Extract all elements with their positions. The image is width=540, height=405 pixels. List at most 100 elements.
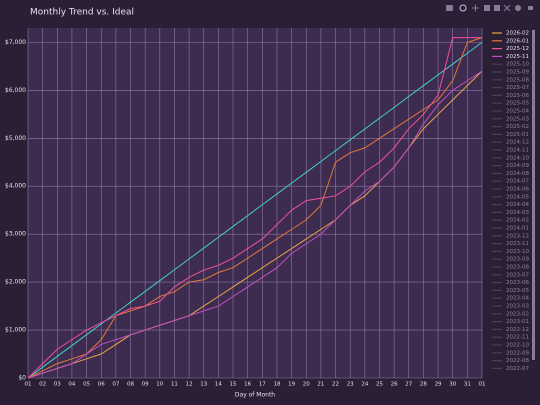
legend-label[interactable]: 2022-10 [506, 343, 529, 349]
legend-label[interactable]: 2026-02 [506, 31, 529, 37]
x-tick-label: 13 [200, 382, 207, 388]
legend-label[interactable]: 2022-12 [506, 327, 529, 333]
camera-icon[interactable] [446, 5, 453, 11]
legend-label[interactable]: 2025-09 [506, 70, 529, 76]
legend-label[interactable]: 2024-03 [506, 210, 529, 216]
zoom-out-icon[interactable] [494, 5, 500, 11]
legend-label[interactable]: 2023-04 [506, 296, 529, 302]
toolbar[interactable] [446, 4, 533, 12]
legend-label[interactable]: 2023-10 [506, 249, 529, 255]
logo-icon[interactable] [528, 6, 533, 10]
legend-label[interactable]: 2025-07 [506, 85, 529, 91]
legend-label[interactable]: 2024-11 [506, 148, 529, 154]
y-tick-label: $4,000 [5, 183, 26, 190]
x-tick-label: 05 [83, 382, 90, 388]
reset-icon[interactable] [515, 5, 521, 11]
x-tick-label: 06 [98, 382, 105, 388]
legend-label[interactable]: 2023-01 [506, 319, 529, 325]
x-tick-label: 30 [449, 382, 456, 388]
legend-label[interactable]: 2025-01 [506, 132, 529, 138]
legend-label[interactable]: 2024-01 [506, 226, 529, 232]
x-axis-title: Day of Month [235, 392, 275, 399]
legend-label[interactable]: 2026-01 [506, 38, 529, 44]
legend-label[interactable]: 2024-07 [506, 179, 529, 185]
x-tick-label: 12 [186, 382, 193, 388]
plot-area [28, 28, 482, 378]
legend-label[interactable]: 2023-06 [506, 280, 529, 286]
x-tick-label: 10 [156, 382, 163, 388]
x-tick-label: 11 [171, 382, 178, 388]
legend-label[interactable]: 2023-07 [506, 272, 529, 278]
legend-label[interactable]: 2025-04 [506, 109, 529, 115]
x-tick-label: 16 [244, 382, 251, 388]
x-tick-label: 04 [68, 382, 75, 388]
zoom-in-icon[interactable] [484, 5, 490, 11]
x-tick-label: 23 [347, 382, 354, 388]
legend-label[interactable]: 2024-04 [506, 202, 529, 208]
series-line [27, 70, 483, 379]
legend-label[interactable]: 2024-06 [506, 187, 529, 193]
legend-label[interactable]: 2025-12 [506, 46, 529, 52]
x-tick-label: 19 [288, 382, 295, 388]
legend-label[interactable]: 2025-02 [506, 124, 529, 130]
y-tick-label: $2,000 [5, 279, 26, 286]
legend-label[interactable]: 2022-09 [506, 350, 529, 356]
y-tick-label: $1,000 [5, 327, 26, 334]
legend-label[interactable]: 2023-12 [506, 233, 529, 239]
x-tick-label: 03 [54, 382, 61, 388]
legend-label[interactable]: 2023-11 [506, 241, 529, 247]
x-tick-label: 15 [230, 382, 237, 388]
y-tick-label: $7,000 [5, 39, 26, 46]
legend-label[interactable]: 2025-03 [506, 116, 529, 122]
y-tick-label: $0 [18, 375, 26, 382]
legend-label[interactable]: 2023-09 [506, 257, 529, 263]
x-tick-label: 29 [435, 382, 442, 388]
legend-label[interactable]: 2022-11 [506, 335, 529, 341]
x-tick-label: 28 [420, 382, 427, 388]
legend-label[interactable]: 2024-02 [506, 218, 529, 224]
pan-icon[interactable] [472, 4, 479, 12]
legend-label[interactable]: 2024-09 [506, 163, 529, 169]
x-tick-label: 08 [127, 382, 134, 388]
legend-label[interactable]: 2024-08 [506, 171, 529, 177]
x-tick-label: 25 [376, 382, 383, 388]
x-tick-label: 07 [112, 382, 119, 388]
x-tick-label: 22 [332, 382, 339, 388]
legend-label[interactable]: 2024-05 [506, 194, 529, 200]
legend-label[interactable]: 2023-02 [506, 311, 529, 317]
legend-label[interactable]: 2023-08 [506, 265, 529, 271]
x-tick-label: 31 [464, 382, 471, 388]
legend-label[interactable]: 2025-08 [506, 77, 529, 83]
x-tick-label: 18 [273, 382, 280, 388]
legend-label[interactable]: 2024-10 [506, 155, 529, 161]
legend-scrollbar[interactable] [532, 30, 535, 360]
x-tick-label: 01 [479, 382, 486, 388]
x-tick-label: 17 [259, 382, 266, 388]
series-line [27, 37, 483, 379]
x-tick-label: 21 [317, 382, 324, 388]
chart-title: Monthly Trend vs. Ideal [30, 8, 134, 18]
legend-label[interactable]: 2023-03 [506, 304, 529, 310]
x-tick-label: 24 [361, 382, 368, 388]
legend-label[interactable]: 2025-11 [506, 54, 529, 60]
x-tick-label: 27 [405, 382, 412, 388]
x-tick-label: 20 [303, 382, 310, 388]
autoscale-icon[interactable] [503, 4, 511, 12]
x-tick-label: 02 [39, 382, 46, 388]
legend-label[interactable]: 2024-12 [506, 140, 529, 146]
x-tick-label: 26 [391, 382, 398, 388]
legend-label[interactable]: 2022-07 [506, 366, 529, 372]
x-tick-label: 09 [142, 382, 149, 388]
legend-label[interactable]: 2025-05 [506, 101, 529, 107]
series-line [27, 37, 482, 379]
y-tick-label: $5,000 [5, 135, 26, 142]
y-tick-label: $3,000 [5, 231, 26, 238]
legend-label[interactable]: 2022-08 [506, 358, 529, 364]
x-tick-label: 01 [25, 382, 32, 388]
legend-label[interactable]: 2025-06 [506, 93, 529, 99]
legend-label[interactable]: 2025-10 [506, 62, 529, 68]
zoom-icon[interactable] [459, 4, 467, 12]
x-tick-label: 14 [215, 382, 222, 388]
legend-label[interactable]: 2023-05 [506, 288, 529, 294]
